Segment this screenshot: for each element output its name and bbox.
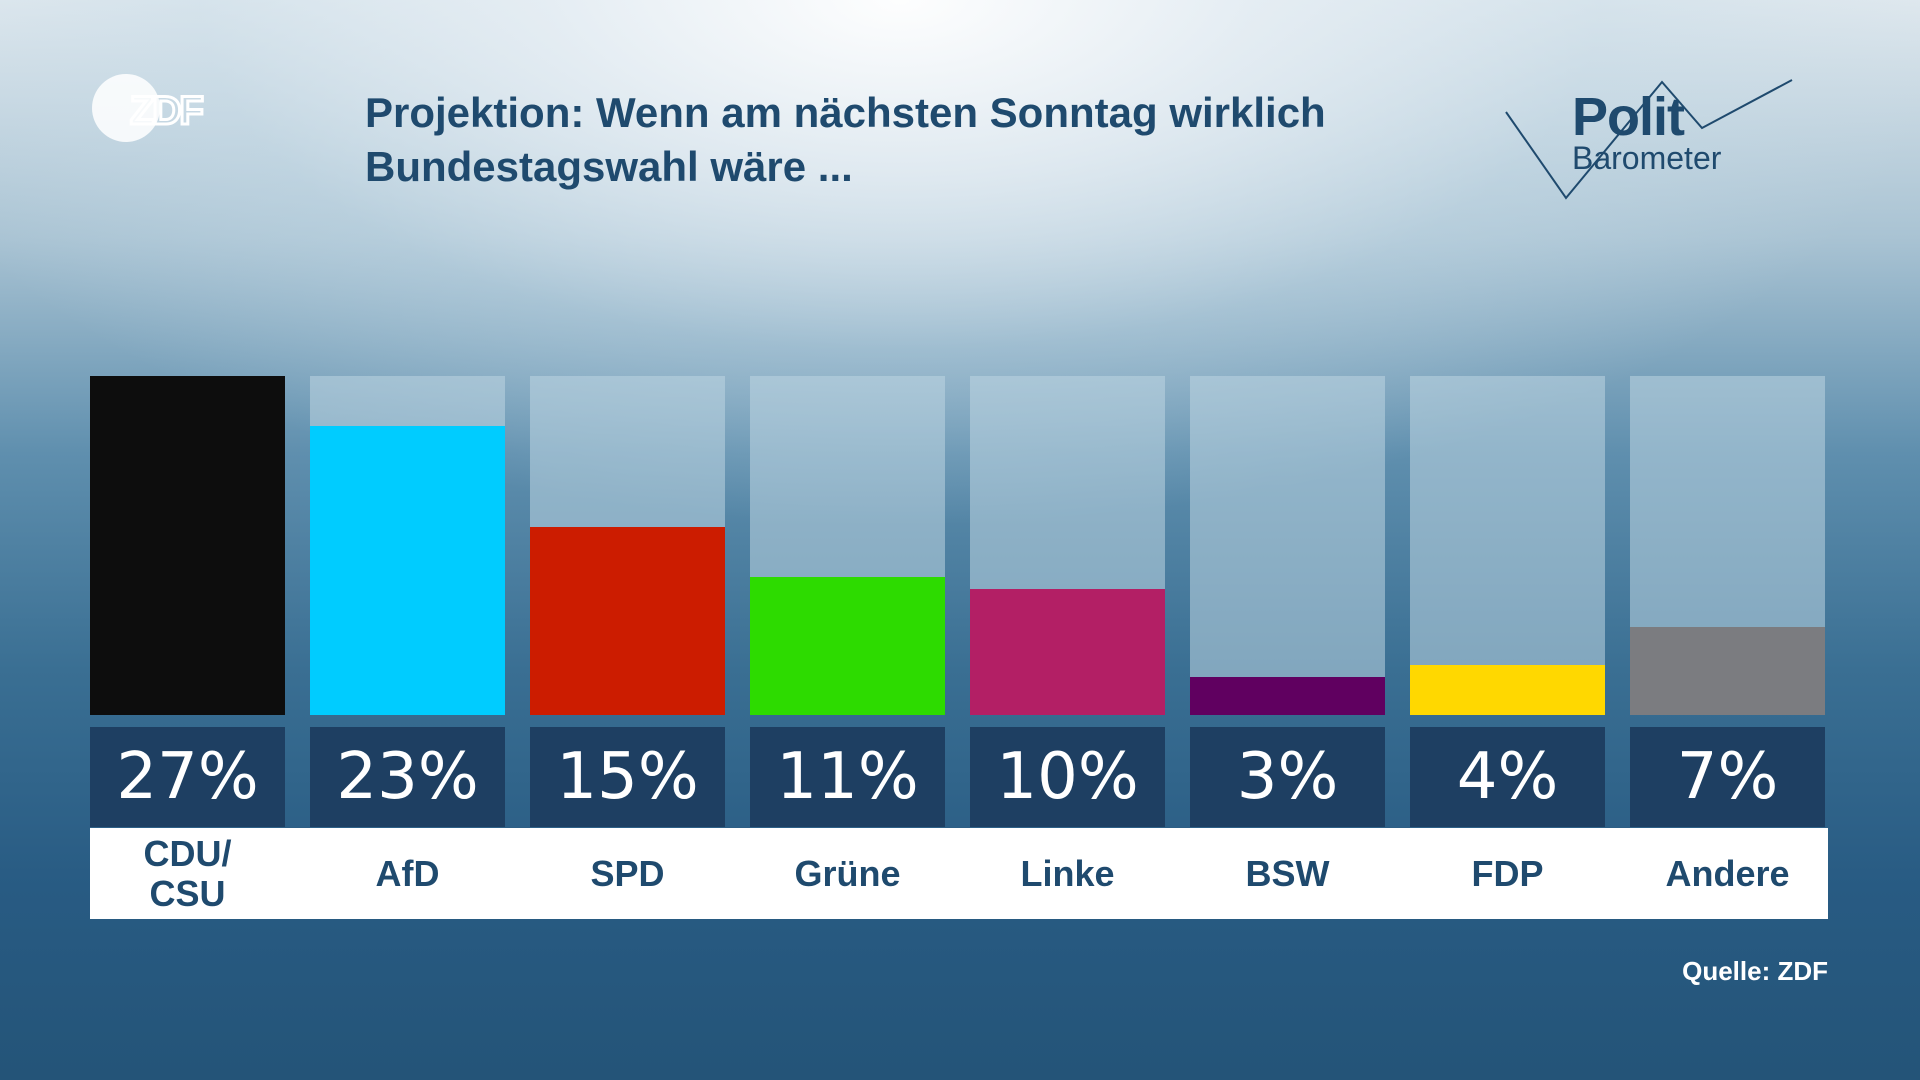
bar-2 xyxy=(530,527,725,715)
trend-line-icon xyxy=(1505,79,1793,200)
zdf-logo-text: ZDF xyxy=(130,89,202,133)
value-label-4: 10% xyxy=(970,727,1165,827)
value-label-3: 11% xyxy=(750,727,945,827)
bar-5 xyxy=(1190,677,1385,715)
value-label-7: 7% xyxy=(1630,727,1825,827)
title-line-1: Projektion: Wenn am nächsten Sonntag wir… xyxy=(365,89,1326,136)
party-labels-strip xyxy=(90,828,1828,919)
value-label-6: 4% xyxy=(1410,727,1605,827)
category-label-5: BSW xyxy=(1245,852,1330,894)
bar-0 xyxy=(90,376,285,715)
bar-6 xyxy=(1410,665,1605,715)
value-label-2: 15% xyxy=(530,727,725,827)
bar-7 xyxy=(1630,627,1825,715)
bar-track-5 xyxy=(1190,376,1385,715)
bar-track-6 xyxy=(1410,376,1605,715)
category-label-3: Grüne xyxy=(794,852,901,894)
category-label-1: AfD xyxy=(375,852,440,894)
bar-3 xyxy=(750,577,945,715)
category-label-6: FDP xyxy=(1471,852,1544,894)
brand-polit: Polit xyxy=(1572,87,1685,147)
chart-title: Projektion: Wenn am nächsten Sonntag wir… xyxy=(365,86,1465,194)
bar-4 xyxy=(970,589,1165,715)
category-label-4: Linke xyxy=(1020,852,1115,894)
title-line-2: Bundestagswahl wäre ... xyxy=(365,143,853,190)
zdf-logo: ZDF xyxy=(92,74,206,142)
source-note: Quelle: ZDF xyxy=(1682,956,1828,986)
category-label-7: Andere xyxy=(1665,852,1790,894)
category-label-2: SPD xyxy=(590,852,665,894)
bar-1 xyxy=(310,426,505,715)
value-label-0: 27% xyxy=(90,727,285,827)
politbarometer-logo: Polit Barometer xyxy=(1500,72,1800,212)
value-label-1: 23% xyxy=(310,727,505,827)
brand-barometer: Barometer xyxy=(1572,140,1722,176)
category-label-0: CDU/ CSU xyxy=(143,832,232,914)
value-label-5: 3% xyxy=(1190,727,1385,827)
